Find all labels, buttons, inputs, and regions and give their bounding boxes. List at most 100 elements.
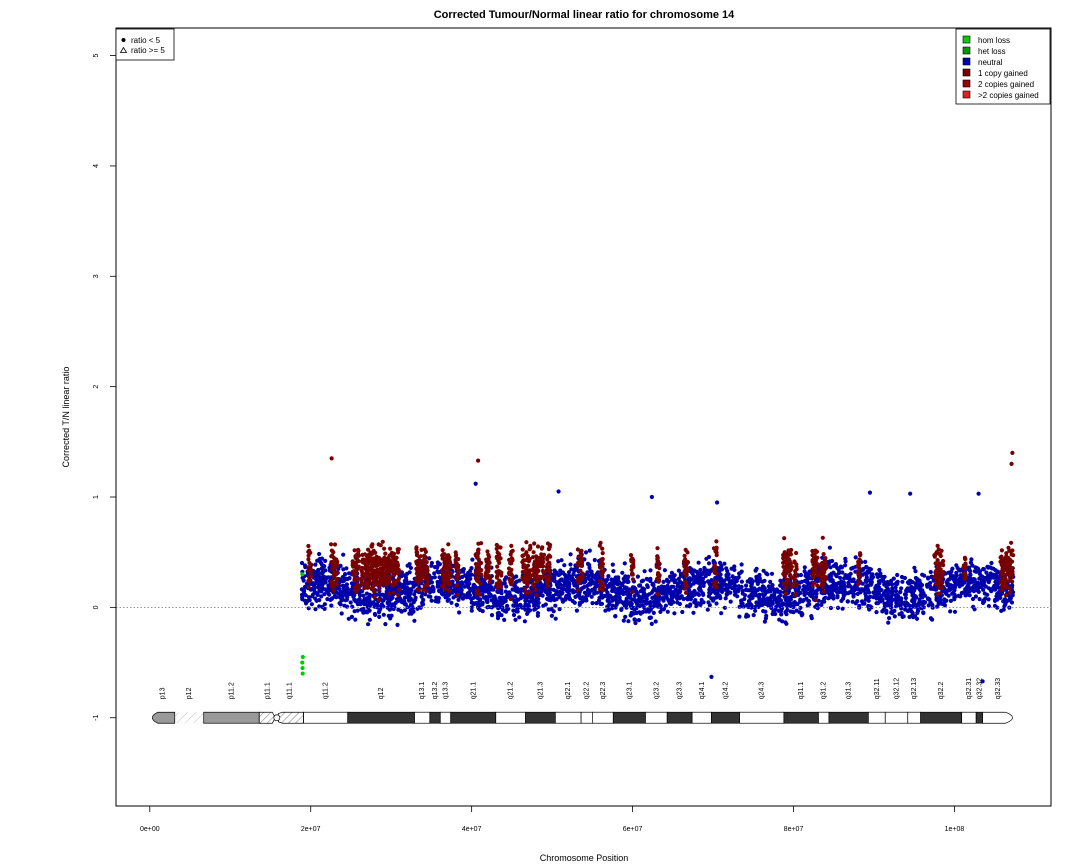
point-neutral	[648, 568, 653, 573]
point-neutral	[847, 575, 852, 580]
point-neutral	[446, 592, 451, 597]
point-neutral	[751, 587, 756, 593]
point-1-copy-gained	[963, 557, 968, 562]
point-neutral	[403, 575, 409, 580]
point-neutral	[505, 593, 510, 598]
point-neutral	[471, 584, 476, 589]
point-1-copy-gained	[578, 568, 583, 573]
point-1-copy-gained	[332, 567, 337, 572]
point-neutral	[645, 584, 650, 590]
point-neutral	[686, 576, 691, 581]
point-neutral	[603, 608, 608, 613]
point-neutral	[915, 608, 921, 613]
point-neutral	[559, 558, 564, 563]
point-neutral	[514, 602, 519, 607]
legend-swatch	[962, 90, 971, 99]
point-neutral	[435, 569, 440, 574]
ideogram-band	[666, 711, 693, 724]
point-1-copy-gained	[936, 564, 942, 569]
point-neutral	[992, 598, 998, 604]
point-neutral	[482, 585, 488, 590]
point-neutral	[687, 587, 692, 592]
point-neutral	[869, 573, 874, 578]
point-neutral	[834, 574, 839, 579]
point-neutral	[981, 567, 987, 572]
point-neutral	[636, 618, 642, 623]
point-neutral	[927, 597, 932, 602]
point-1-copy-gained	[445, 565, 450, 571]
point-neutral	[754, 577, 759, 582]
point-neutral	[769, 605, 774, 611]
point-neutral	[698, 601, 703, 606]
point-1-copy-gained	[788, 568, 793, 573]
ideogram-band	[961, 711, 977, 724]
point-1-copy-gained	[362, 576, 367, 581]
point-neutral	[489, 598, 494, 603]
point-neutral	[554, 589, 559, 594]
copy-number-legend-entry: 2 copies gained	[978, 80, 1034, 89]
point-1-copy-gained	[350, 563, 355, 568]
point-1-copy-gained	[1000, 579, 1005, 584]
point-neutral	[751, 613, 756, 618]
y-tick-label: 1	[93, 495, 100, 499]
point-neutral	[746, 601, 751, 606]
shape-legend-entry-1: ratio < 5	[131, 36, 161, 45]
point-neutral	[757, 586, 762, 591]
point-neutral	[460, 596, 466, 601]
point-neutral	[309, 602, 314, 607]
point-neutral	[565, 585, 571, 590]
point-neutral	[343, 572, 348, 577]
point-neutral	[561, 579, 567, 584]
point-neutral	[408, 565, 413, 571]
point-neutral	[803, 571, 809, 577]
point-neutral	[404, 571, 410, 577]
point-neutral	[342, 586, 347, 591]
point-neutral	[894, 592, 899, 597]
point-neutral	[995, 591, 1000, 597]
point-neutral	[323, 558, 328, 564]
point-neutral	[968, 572, 973, 577]
ideogram-band-label: q13.2	[432, 682, 439, 700]
point-neutral	[809, 594, 814, 599]
point-neutral	[408, 608, 413, 613]
point-neutral	[437, 562, 442, 567]
point-neutral	[847, 590, 852, 595]
point-neutral	[908, 607, 913, 612]
point-1-copy-gained	[600, 570, 605, 575]
point-1-copy-gained	[485, 549, 490, 554]
point-neutral	[681, 596, 686, 602]
point-1-copy-gained	[329, 554, 334, 559]
point-neutral	[320, 570, 325, 575]
point-neutral	[898, 590, 903, 595]
point-1-copy-gained	[935, 543, 940, 548]
point-neutral	[605, 590, 610, 596]
point-neutral	[874, 583, 879, 588]
point-neutral	[752, 605, 757, 610]
point-neutral	[584, 598, 589, 603]
point-neutral	[596, 575, 601, 580]
point-neutral	[843, 563, 848, 568]
point-neutral	[706, 561, 712, 566]
point-1-copy-gained	[456, 569, 461, 575]
point-neutral	[892, 614, 897, 619]
point-1-copy-gained	[329, 560, 334, 565]
point-neutral	[680, 609, 685, 615]
point-neutral	[651, 610, 656, 616]
point-neutral	[523, 598, 528, 603]
point-neutral	[656, 601, 662, 607]
point-1-copy-gained	[685, 559, 690, 565]
point-1-copy-gained	[367, 565, 372, 570]
point-neutral	[316, 570, 321, 575]
point-1-copy-gained	[998, 555, 1003, 560]
point-neutral	[775, 604, 780, 609]
point-1-copy-gained	[418, 554, 423, 559]
point-neutral	[585, 583, 590, 589]
point-high-gain	[475, 458, 481, 463]
point-neutral	[970, 563, 975, 568]
point-neutral	[556, 559, 561, 564]
point-1-copy-gained	[934, 578, 940, 583]
point-1-copy-gained	[352, 548, 357, 553]
point-1-copy-gained	[454, 557, 459, 562]
point-neutral	[671, 600, 676, 605]
